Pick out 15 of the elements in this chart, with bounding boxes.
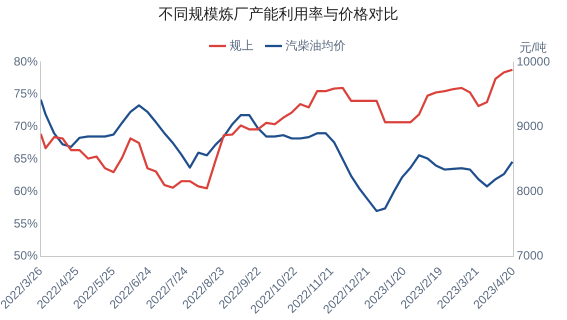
y-tick-label: 60% xyxy=(14,184,38,198)
legend-label: 规上 xyxy=(230,38,254,52)
y2-tick-label: 7000 xyxy=(516,248,544,263)
y2-tick-label: 10000 xyxy=(516,54,550,68)
y2-tick-label: 8000 xyxy=(516,184,544,198)
y-tick-label: 50% xyxy=(14,248,38,263)
y-tick-label: 75% xyxy=(14,86,38,101)
y-tick-label: 65% xyxy=(14,151,38,166)
y-tick-label: 55% xyxy=(14,216,38,230)
y-tick-label: 80% xyxy=(14,54,38,68)
y2-tick-label: 9000 xyxy=(516,119,544,134)
legend-label: 汽柴油均价 xyxy=(286,38,346,52)
y-tick-label: 70% xyxy=(14,119,38,134)
chart-title: 不同规模炼厂产能利用率与价格对比 xyxy=(158,6,398,24)
y2-axis-title: 元/吨 xyxy=(520,40,547,54)
